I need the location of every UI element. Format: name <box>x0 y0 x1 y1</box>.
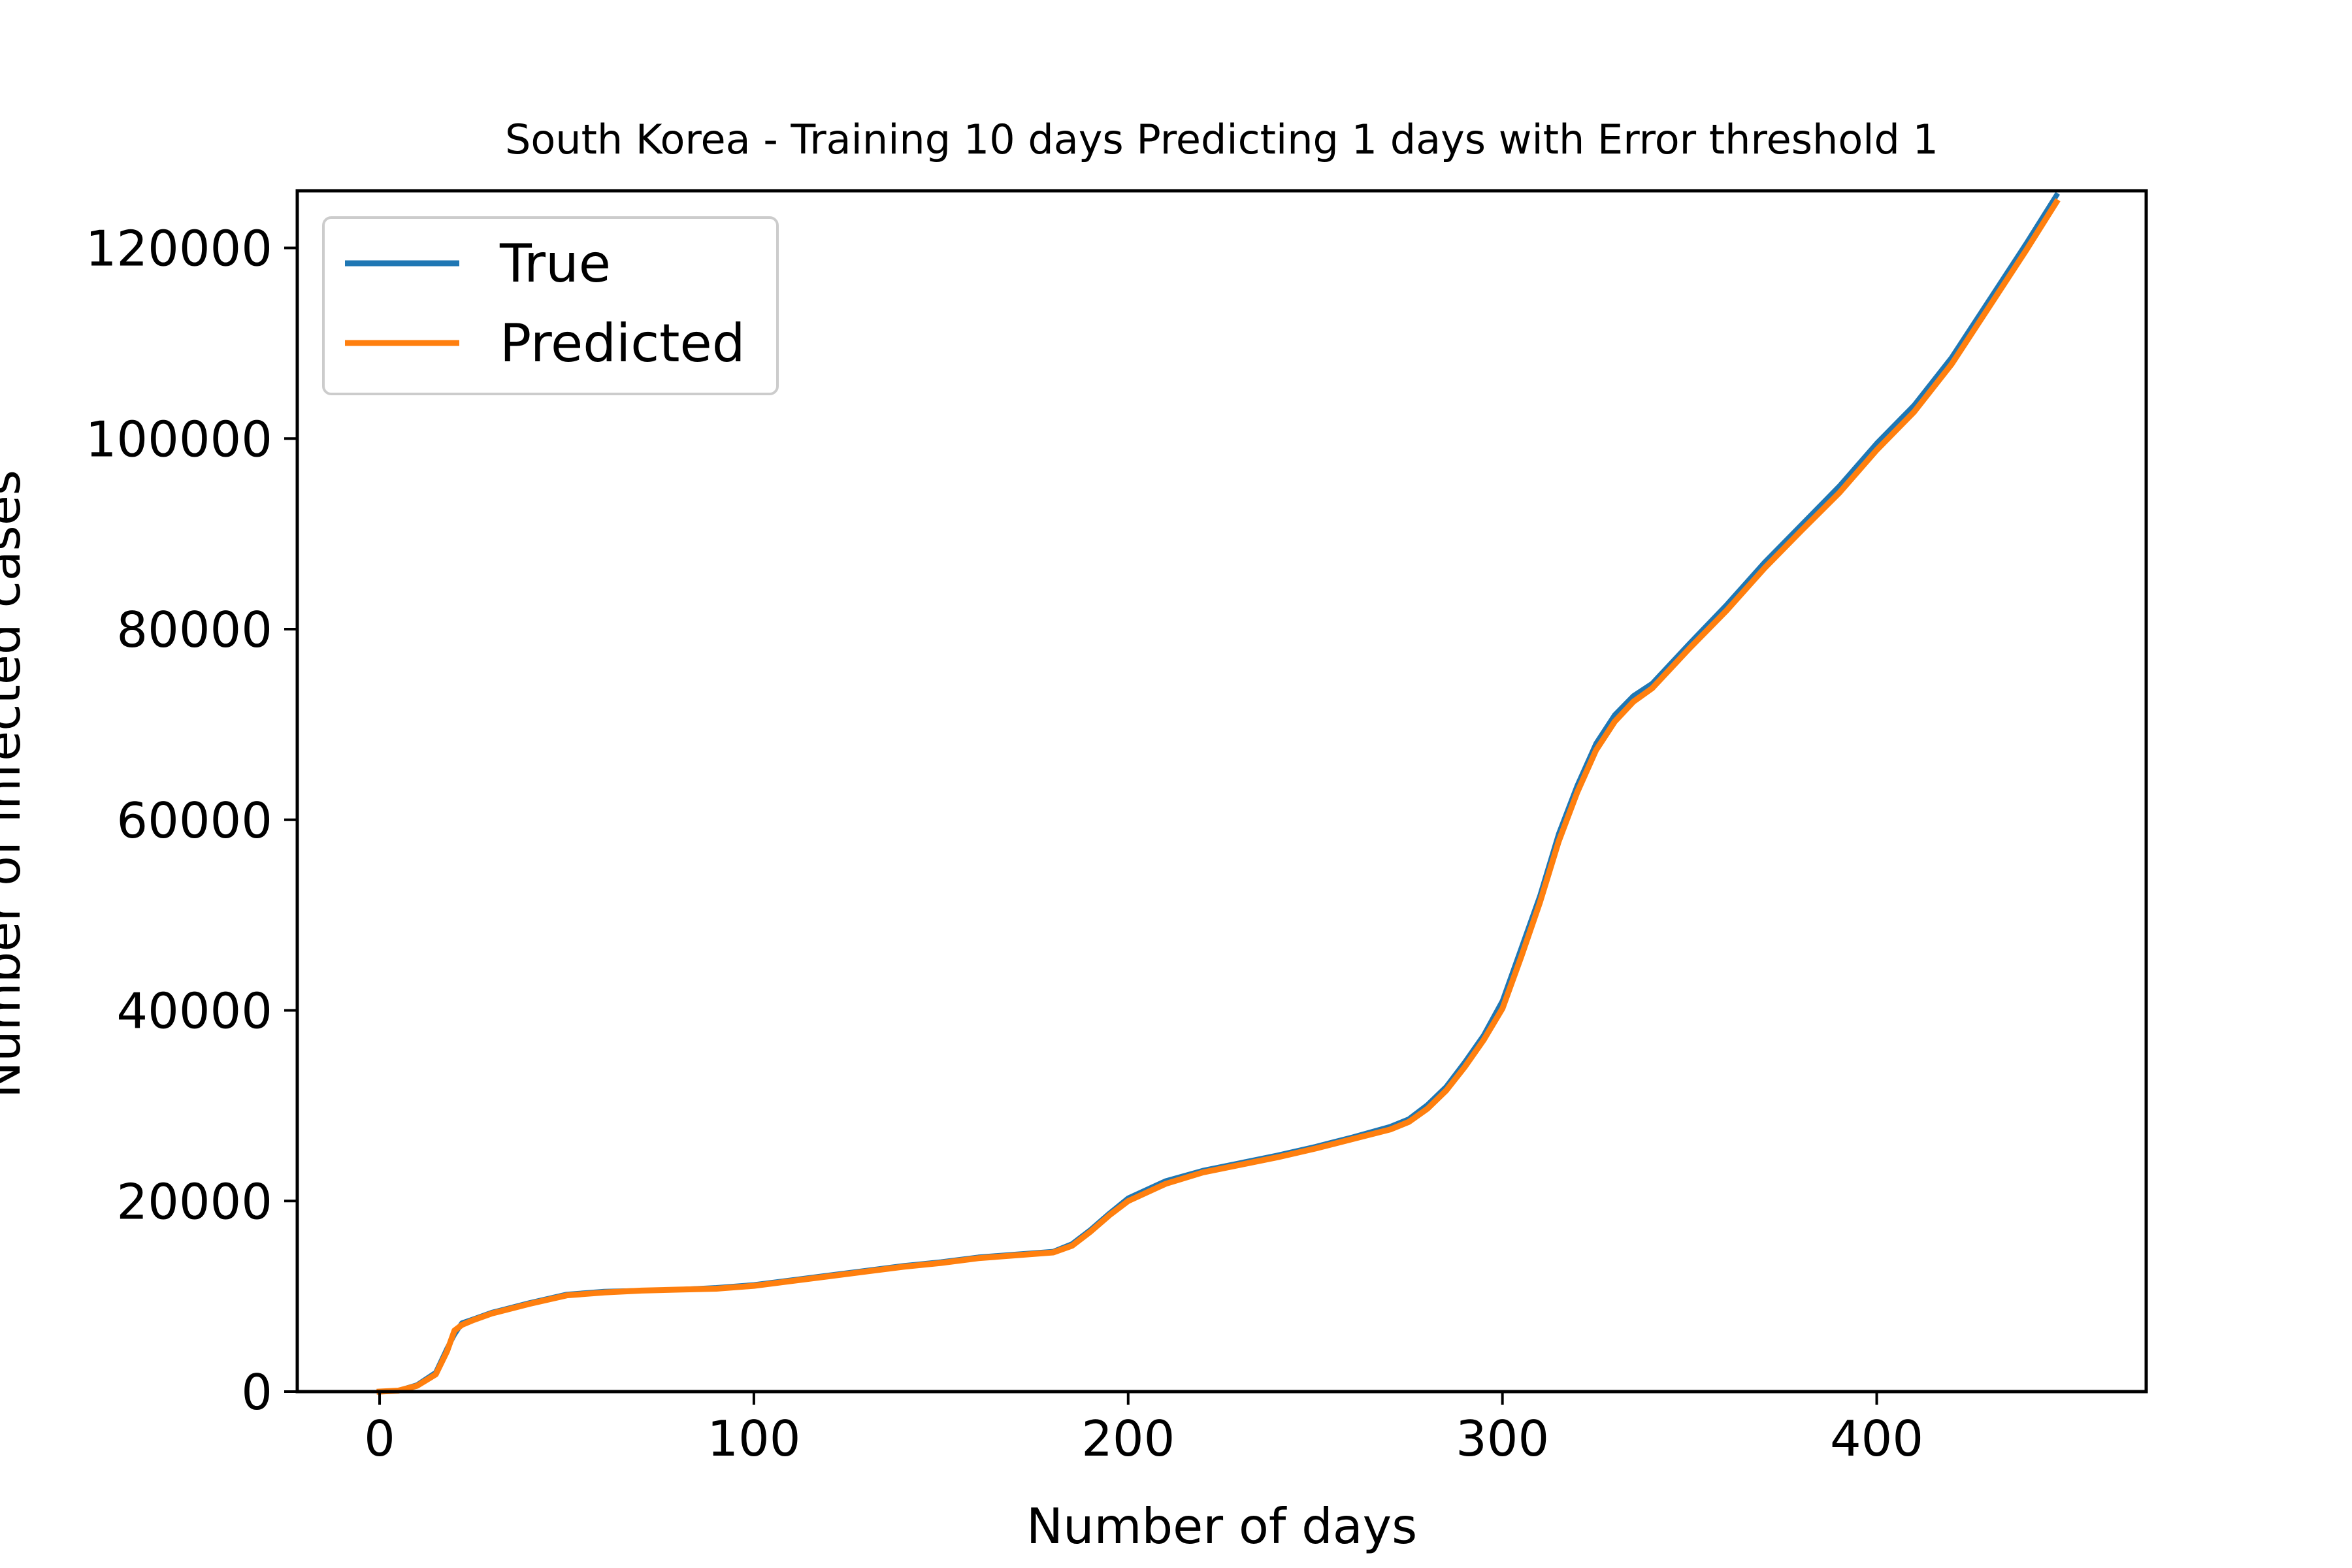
y-tick-label-0: 0 <box>241 1364 272 1421</box>
x-tick-label-200: 200 <box>1081 1410 1175 1467</box>
x-axis: 0 100 200 300 400 <box>364 1392 1923 1467</box>
y-axis-label: Number of infected cases <box>0 470 31 1098</box>
series-line-predicted <box>376 198 2061 1395</box>
y-tick-label-20000: 20000 <box>116 1173 272 1230</box>
x-tick-label-100: 100 <box>707 1410 800 1467</box>
legend-label-true: True <box>499 233 611 294</box>
x-tick-label-0: 0 <box>364 1410 395 1467</box>
x-tick-label-300: 300 <box>1456 1410 1549 1467</box>
series-group <box>376 191 2061 1395</box>
y-tick-label-120000: 120000 <box>86 220 272 278</box>
plot-frame <box>295 189 2148 1394</box>
y-tick-label-40000: 40000 <box>116 983 272 1040</box>
y-tick-label-100000: 100000 <box>86 410 272 468</box>
legend: True Predicted <box>322 216 779 395</box>
x-axis-label: Number of days <box>1026 1497 1417 1555</box>
legend-label-predicted: Predicted <box>500 313 745 374</box>
chart-title: South Korea - Training 10 days Predictin… <box>505 116 1938 163</box>
x-tick-label-400: 400 <box>1830 1410 1923 1467</box>
y-tick-label-60000: 60000 <box>116 792 272 849</box>
y-axis: 0 20000 40000 60000 80000 100000 120000 <box>86 220 297 1421</box>
y-tick-label-80000: 80000 <box>116 601 272 659</box>
